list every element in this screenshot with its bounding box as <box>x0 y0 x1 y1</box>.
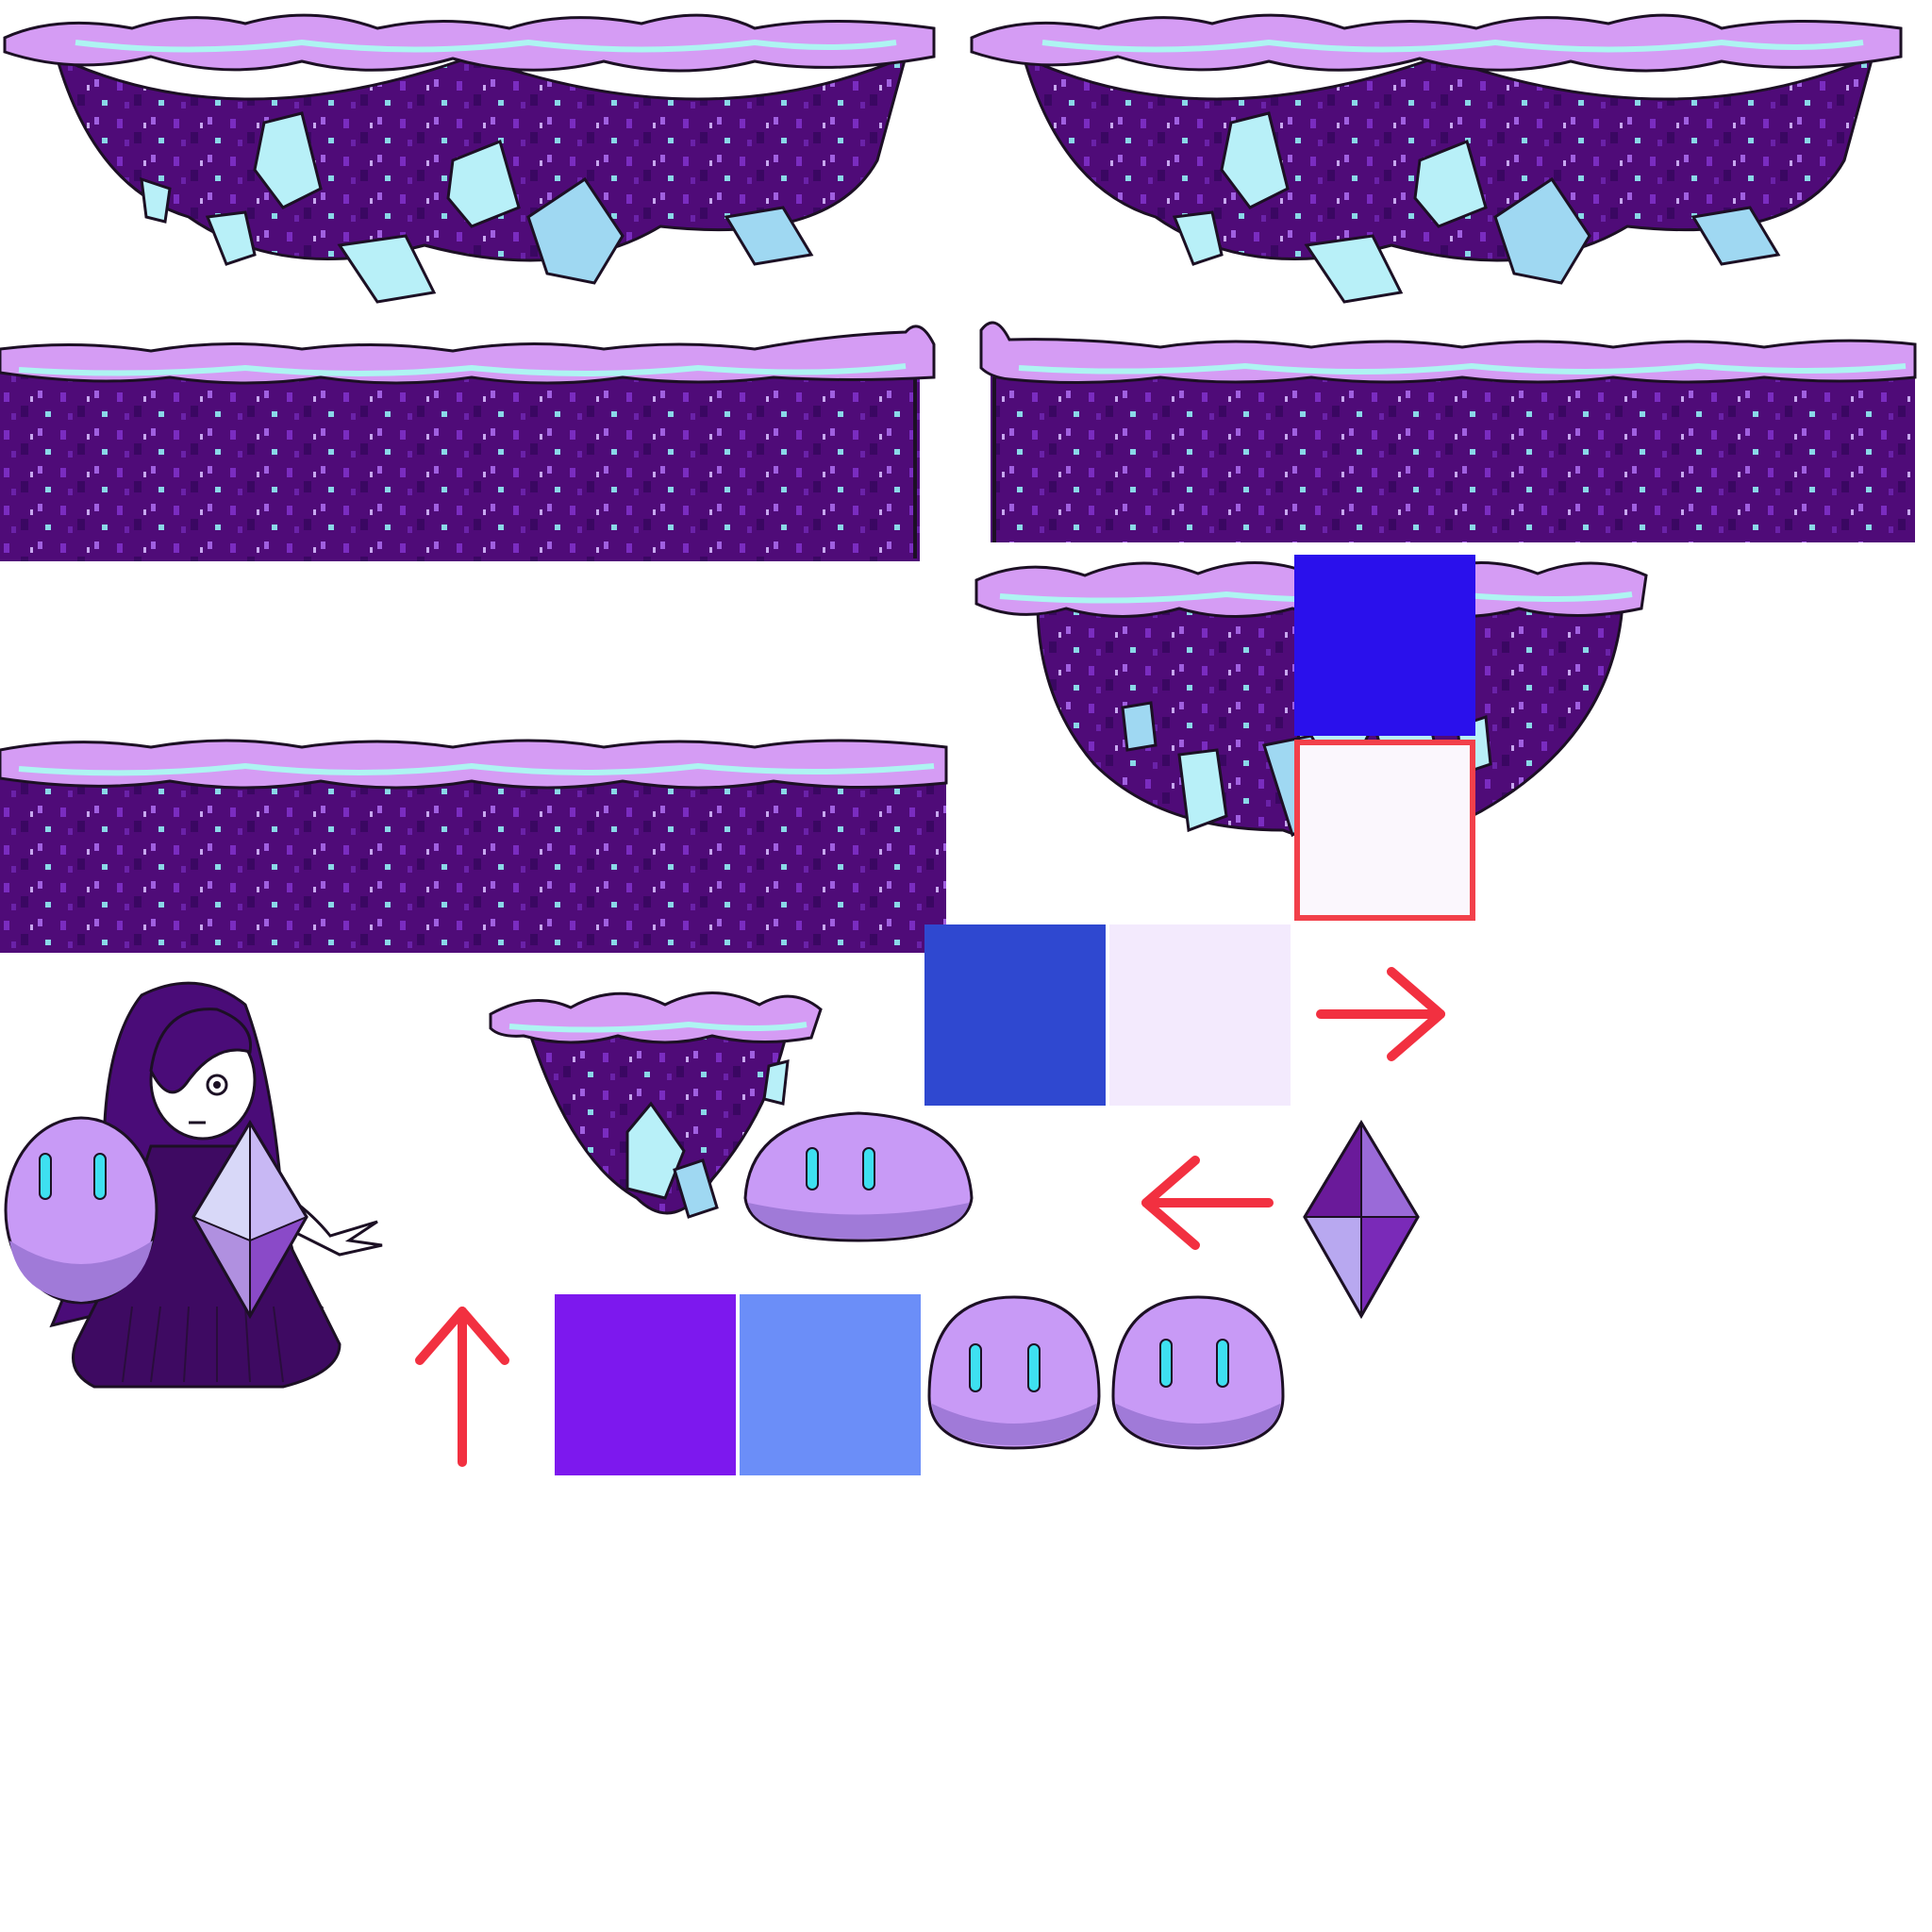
swatch-cornflower <box>740 1294 921 1475</box>
arrow-left-icon <box>1137 1151 1274 1255</box>
ground-block-right-edge <box>0 311 943 561</box>
slime-round-b <box>1108 1292 1288 1453</box>
floating-island-small <box>486 972 825 1241</box>
floating-island-wide-copy <box>967 0 1910 311</box>
arrow-up-icon <box>410 1302 514 1467</box>
slime-tall <box>0 1108 162 1307</box>
swatch-lavender <box>1109 924 1291 1106</box>
gem-pickup-dark <box>1300 1118 1423 1321</box>
ground-block-plain <box>0 726 948 953</box>
slime-flat <box>741 1108 976 1245</box>
swatch-blue <box>1294 555 1475 736</box>
gem-pickup-light <box>189 1118 311 1321</box>
slime-round-a <box>924 1292 1104 1453</box>
floating-island-wide <box>0 0 943 311</box>
swatch-royal-blue <box>924 924 1106 1106</box>
swatch-outlined-square <box>1294 740 1475 921</box>
arrow-right-icon <box>1316 962 1453 1066</box>
ground-block-left-edge <box>972 311 1917 547</box>
swatch-violet <box>555 1294 736 1475</box>
